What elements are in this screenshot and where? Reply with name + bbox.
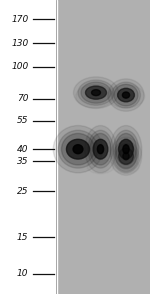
Ellipse shape	[97, 145, 104, 154]
Text: 40: 40	[17, 145, 28, 154]
Ellipse shape	[122, 92, 130, 98]
Text: 10: 10	[17, 269, 28, 278]
Ellipse shape	[92, 90, 100, 96]
Ellipse shape	[61, 133, 94, 165]
Text: 130: 130	[11, 39, 28, 48]
Ellipse shape	[110, 137, 142, 175]
Ellipse shape	[118, 88, 134, 102]
Ellipse shape	[66, 139, 90, 159]
Ellipse shape	[78, 80, 114, 105]
Ellipse shape	[93, 139, 108, 159]
Text: 25: 25	[17, 187, 28, 196]
Text: 55: 55	[17, 116, 28, 125]
Text: 15: 15	[17, 233, 28, 242]
Ellipse shape	[87, 159, 114, 174]
Ellipse shape	[114, 84, 138, 106]
Ellipse shape	[58, 130, 98, 168]
Ellipse shape	[73, 145, 83, 154]
Ellipse shape	[113, 130, 139, 168]
Ellipse shape	[85, 86, 106, 99]
Ellipse shape	[116, 133, 136, 165]
Ellipse shape	[107, 85, 145, 108]
Ellipse shape	[116, 143, 136, 169]
Ellipse shape	[113, 141, 139, 171]
Ellipse shape	[88, 130, 113, 168]
Ellipse shape	[76, 85, 113, 108]
Ellipse shape	[110, 126, 142, 173]
Ellipse shape	[112, 82, 140, 108]
Ellipse shape	[81, 82, 111, 103]
Bar	[57, 0, 150, 294]
Ellipse shape	[90, 133, 111, 165]
Bar	[0, 0, 57, 294]
Ellipse shape	[112, 159, 140, 174]
Ellipse shape	[123, 145, 129, 154]
Ellipse shape	[108, 79, 144, 111]
Ellipse shape	[119, 139, 133, 159]
Ellipse shape	[74, 77, 118, 108]
Text: 100: 100	[11, 62, 28, 71]
Text: 170: 170	[11, 14, 28, 24]
Text: 35: 35	[17, 157, 28, 166]
Ellipse shape	[53, 126, 103, 173]
Ellipse shape	[85, 126, 116, 173]
Ellipse shape	[123, 153, 129, 160]
Text: 70: 70	[17, 94, 28, 103]
Ellipse shape	[119, 148, 133, 164]
